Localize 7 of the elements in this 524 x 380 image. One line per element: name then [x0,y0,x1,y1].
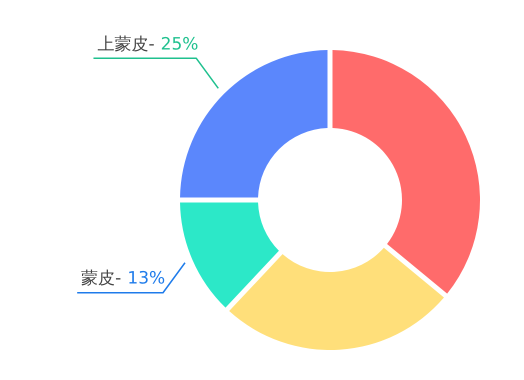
data-label: 25% [160,34,198,54]
slice-label: 上蒙皮- [97,34,155,54]
donut-slice [180,202,279,308]
data-label: 13% [127,268,166,289]
slice-label: 蒙皮- [81,268,122,289]
donut-slice [229,248,444,350]
donut-slice [332,50,480,294]
